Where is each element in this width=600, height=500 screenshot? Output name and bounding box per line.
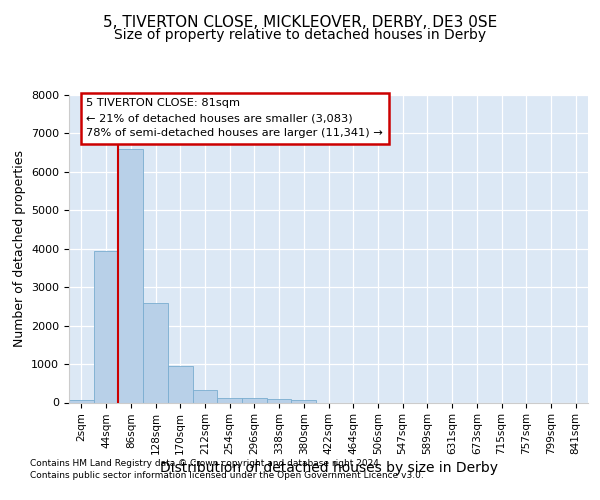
X-axis label: Distribution of detached houses by size in Derby: Distribution of detached houses by size … <box>160 462 497 475</box>
Text: 5, TIVERTON CLOSE, MICKLEOVER, DERBY, DE3 0SE: 5, TIVERTON CLOSE, MICKLEOVER, DERBY, DE… <box>103 15 497 30</box>
Bar <box>69 400 94 402</box>
Y-axis label: Number of detached properties: Number of detached properties <box>13 150 26 347</box>
Text: Contains public sector information licensed under the Open Government Licence v3: Contains public sector information licen… <box>30 472 424 480</box>
Text: Contains HM Land Registry data © Crown copyright and database right 2024.: Contains HM Land Registry data © Crown c… <box>30 460 382 468</box>
Bar <box>267 398 292 402</box>
Text: 5 TIVERTON CLOSE: 81sqm
← 21% of detached houses are smaller (3,083)
78% of semi: 5 TIVERTON CLOSE: 81sqm ← 21% of detache… <box>86 98 383 138</box>
Bar <box>217 398 242 402</box>
Bar <box>94 250 118 402</box>
Bar <box>292 400 316 402</box>
Text: Size of property relative to detached houses in Derby: Size of property relative to detached ho… <box>114 28 486 42</box>
Bar <box>242 398 267 402</box>
Bar <box>143 302 168 402</box>
Bar <box>168 366 193 403</box>
Bar <box>118 149 143 403</box>
Bar <box>193 390 217 402</box>
